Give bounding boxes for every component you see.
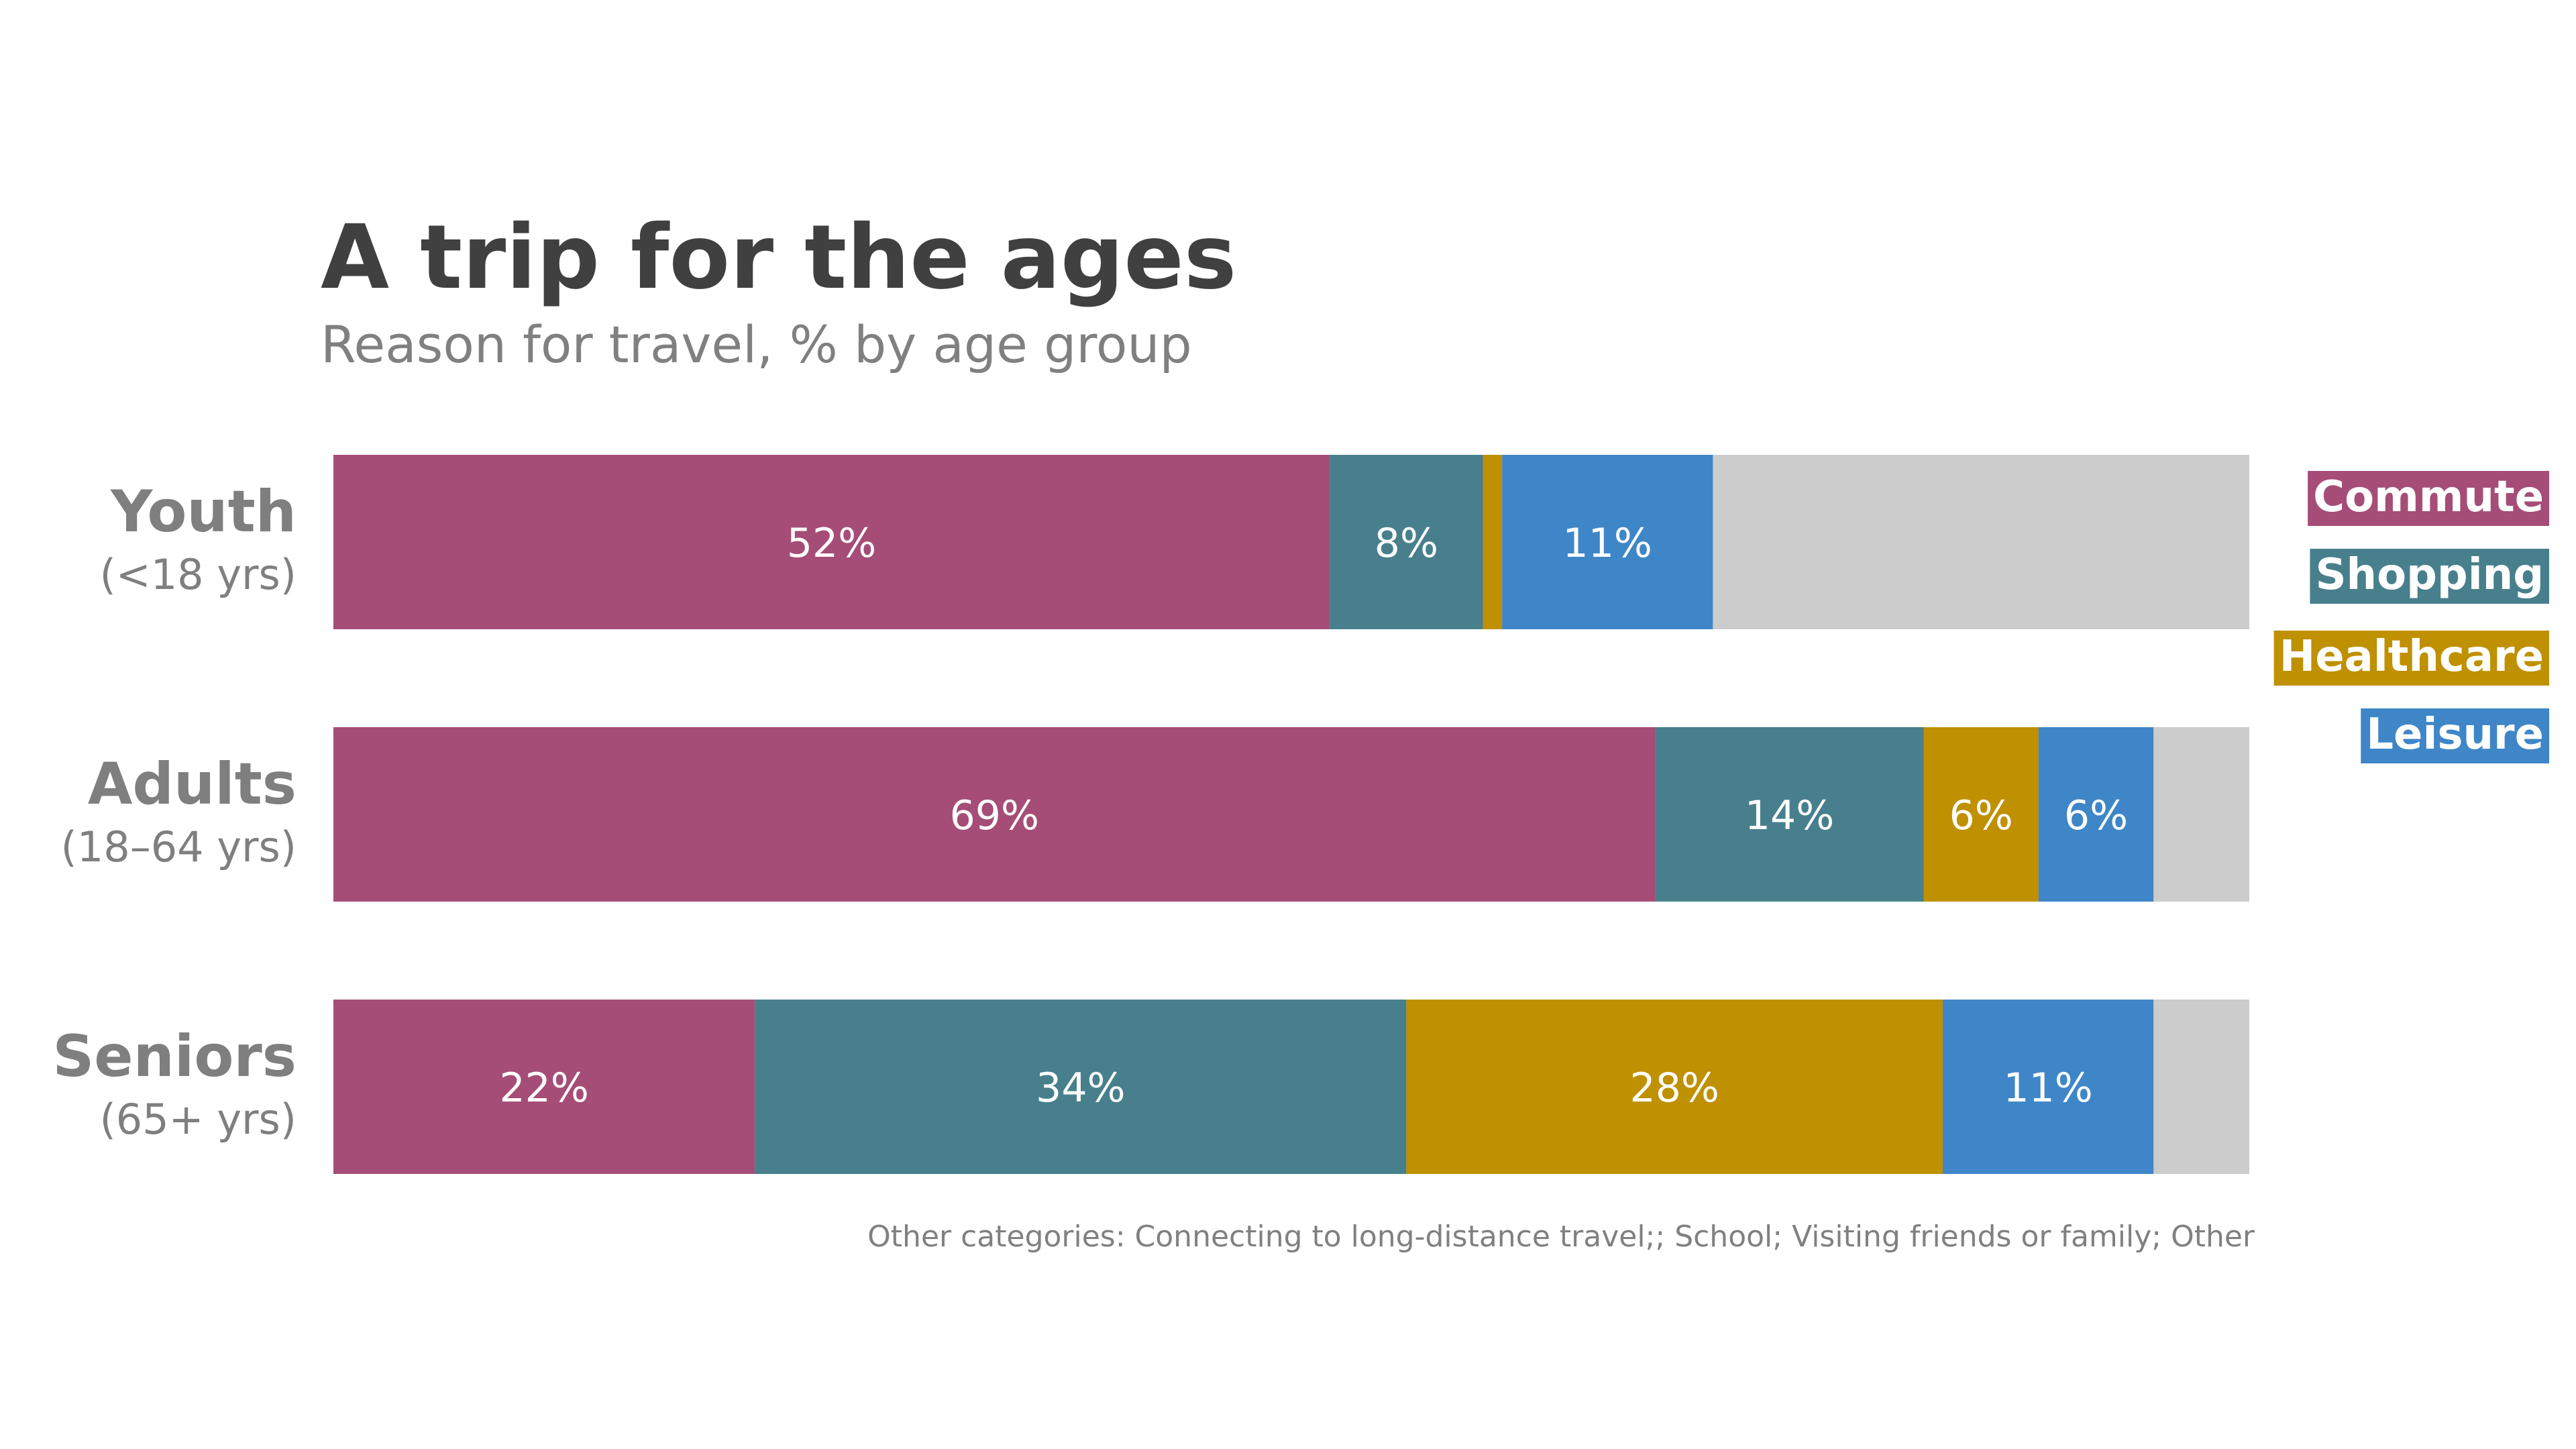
bar-segment-youth-healthcare bbox=[1483, 455, 1503, 629]
chart-footnote: Other categories: Connecting to long-dis… bbox=[867, 1220, 2255, 1254]
category-sublabel-youth: (<18 yrs) bbox=[100, 550, 297, 599]
data-label-seniors-commute: 22% bbox=[499, 1065, 588, 1112]
legend-item-commute: Commute bbox=[2308, 471, 2549, 526]
legend-swatch-commute bbox=[2308, 471, 2549, 526]
category-sublabel-seniors: (65+ yrs) bbox=[100, 1095, 297, 1144]
legend-item-shopping: Shopping bbox=[2310, 549, 2549, 604]
chart-subtitle: Reason for travel, % by age group bbox=[321, 315, 1192, 374]
data-label-adults-healthcare: 6% bbox=[1949, 792, 2013, 839]
category-label-seniors: Seniors bbox=[52, 1023, 297, 1090]
category-label-adults: Adults bbox=[88, 751, 297, 818]
bar-segment-seniors-commute bbox=[333, 1000, 755, 1174]
data-label-seniors-leisure: 11% bbox=[2003, 1065, 2092, 1112]
legend-item-healthcare: Healthcare bbox=[2273, 631, 2549, 686]
chart-title: A trip for the ages bbox=[321, 206, 1237, 309]
category-sublabel-adults: (18–64 yrs) bbox=[61, 822, 297, 871]
legend-label-shopping: Shopping bbox=[2315, 550, 2544, 600]
legend-swatch-healthcare bbox=[2273, 631, 2549, 686]
legend-item-leisure: Leisure bbox=[2361, 708, 2549, 763]
legend-label-commute: Commute bbox=[2313, 472, 2544, 522]
bar-segment-youth-leisure bbox=[1502, 455, 1713, 629]
bar-segment-seniors-healthcare bbox=[1406, 1000, 1943, 1174]
legend-swatch-leisure bbox=[2361, 708, 2549, 763]
data-label-seniors-shopping: 34% bbox=[1036, 1065, 1125, 1112]
bar-segment-youth-commute bbox=[333, 455, 1330, 629]
bar-segment-adults-shopping bbox=[1655, 727, 1924, 902]
data-label-adults-commute: 69% bbox=[950, 792, 1039, 839]
category-label-youth: Youth bbox=[110, 478, 297, 545]
data-label-youth-commute: 52% bbox=[787, 520, 876, 567]
bar-segment-adults-commute bbox=[333, 727, 1656, 902]
legend-swatch-shopping bbox=[2310, 549, 2549, 604]
data-label-adults-leisure: 6% bbox=[2064, 792, 2128, 839]
bar-segment-adults-healthcare bbox=[1923, 727, 2039, 902]
bar-segment-seniors-shopping bbox=[755, 1000, 1407, 1174]
data-label-seniors-healthcare: 28% bbox=[1630, 1065, 1719, 1112]
bar-segment-youth-shopping bbox=[1330, 455, 1483, 629]
data-label-youth-shopping: 8% bbox=[1375, 520, 1438, 567]
data-label-adults-shopping: 14% bbox=[1745, 792, 1834, 839]
legend-label-healthcare: Healthcare bbox=[2279, 632, 2544, 682]
bar-segment-seniors-leisure bbox=[1943, 1000, 2154, 1174]
legend-label-leisure: Leisure bbox=[2366, 710, 2544, 759]
bar-segment-adults-leisure bbox=[2038, 727, 2154, 902]
data-label-youth-leisure: 11% bbox=[1563, 520, 1652, 567]
